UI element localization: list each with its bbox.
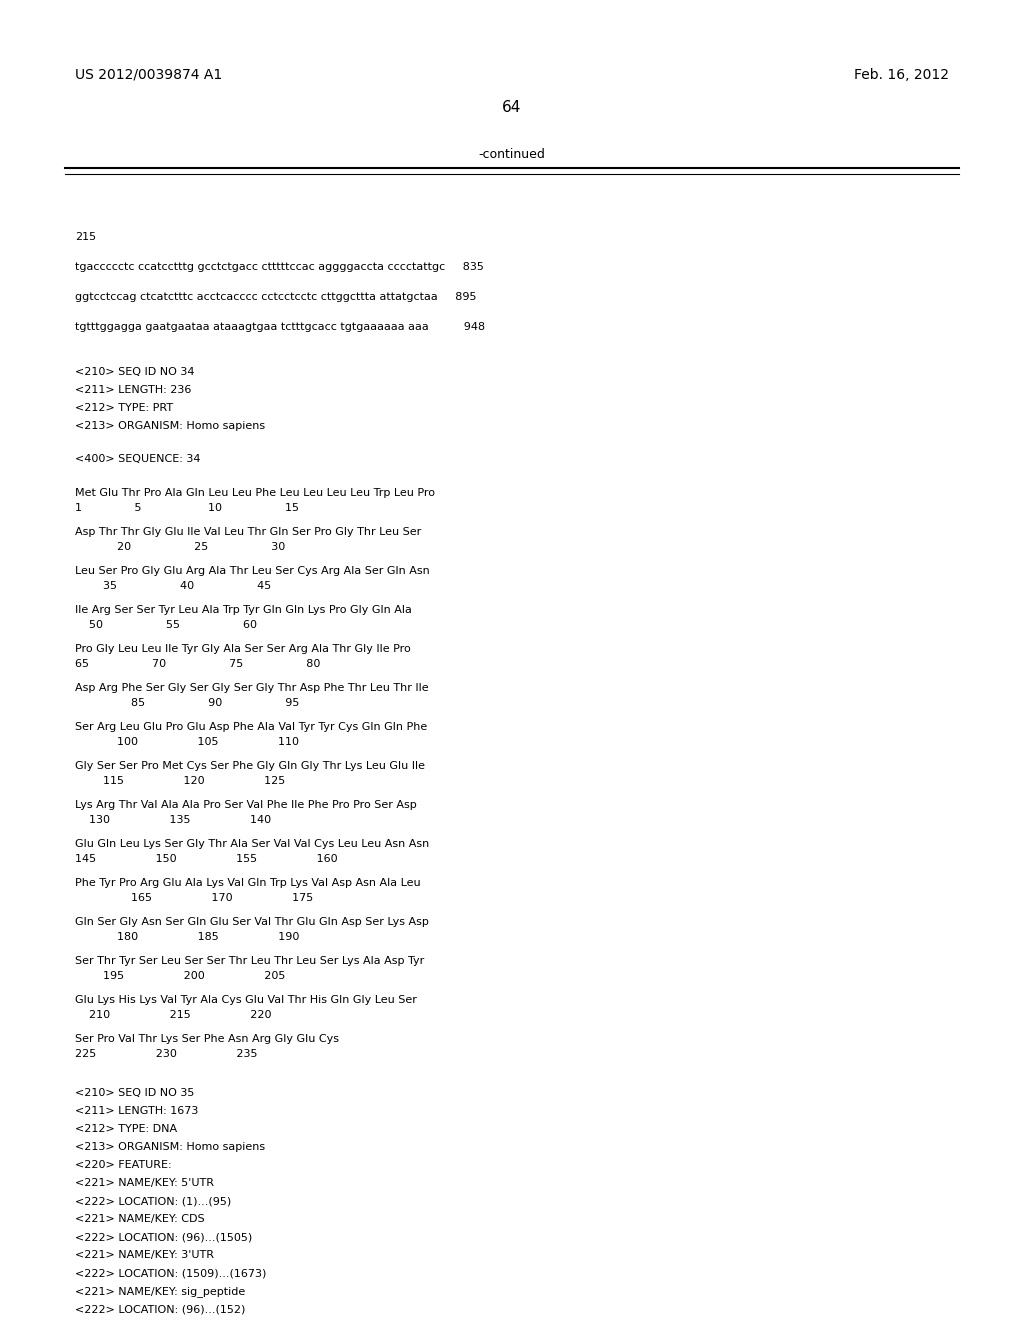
Text: 50                  55                  60: 50 55 60 <box>75 620 257 630</box>
Text: Glu Gln Leu Lys Ser Gly Thr Ala Ser Val Val Cys Leu Leu Asn Asn: Glu Gln Leu Lys Ser Gly Thr Ala Ser Val … <box>75 840 429 849</box>
Text: <220> FEATURE:: <220> FEATURE: <box>75 1160 172 1170</box>
Text: Feb. 16, 2012: Feb. 16, 2012 <box>854 69 949 82</box>
Text: <221> NAME/KEY: sig_peptide: <221> NAME/KEY: sig_peptide <box>75 1286 246 1298</box>
Text: tgtttggagga gaatgaataa ataaagtgaa tctttgcacc tgtgaaaaaa aaa          948: tgtttggagga gaatgaataa ataaagtgaa tctttg… <box>75 322 485 333</box>
Text: <221> NAME/KEY: CDS: <221> NAME/KEY: CDS <box>75 1214 205 1224</box>
Text: <221> NAME/KEY: 3'UTR: <221> NAME/KEY: 3'UTR <box>75 1250 214 1261</box>
Text: 165                 170                 175: 165 170 175 <box>75 894 313 903</box>
Text: <212> TYPE: PRT: <212> TYPE: PRT <box>75 403 173 413</box>
Text: tgaccccctc ccatcctttg gcctctgacc ctttttccac aggggaccta cccctattgc     835: tgaccccctc ccatcctttg gcctctgacc ctttttc… <box>75 261 484 272</box>
Text: <211> LENGTH: 1673: <211> LENGTH: 1673 <box>75 1106 199 1115</box>
Text: 180                 185                 190: 180 185 190 <box>75 932 299 942</box>
Text: Gly Ser Ser Pro Met Cys Ser Phe Gly Gln Gly Thr Lys Leu Glu Ile: Gly Ser Ser Pro Met Cys Ser Phe Gly Gln … <box>75 762 425 771</box>
Text: 20                  25                  30: 20 25 30 <box>75 543 286 552</box>
Text: 100                 105                 110: 100 105 110 <box>75 737 299 747</box>
Text: <222> LOCATION: (1509)...(1673): <222> LOCATION: (1509)...(1673) <box>75 1269 266 1278</box>
Text: <213> ORGANISM: Homo sapiens: <213> ORGANISM: Homo sapiens <box>75 1142 265 1152</box>
Text: 130                 135                 140: 130 135 140 <box>75 814 271 825</box>
Text: 1               5                   10                  15: 1 5 10 15 <box>75 503 299 513</box>
Text: Asp Arg Phe Ser Gly Ser Gly Ser Gly Thr Asp Phe Thr Leu Thr Ile: Asp Arg Phe Ser Gly Ser Gly Ser Gly Thr … <box>75 682 429 693</box>
Text: <221> NAME/KEY: 5'UTR: <221> NAME/KEY: 5'UTR <box>75 1177 214 1188</box>
Text: US 2012/0039874 A1: US 2012/0039874 A1 <box>75 69 222 82</box>
Text: Asp Thr Thr Gly Glu Ile Val Leu Thr Gln Ser Pro Gly Thr Leu Ser: Asp Thr Thr Gly Glu Ile Val Leu Thr Gln … <box>75 527 421 537</box>
Text: Ser Pro Val Thr Lys Ser Phe Asn Arg Gly Glu Cys: Ser Pro Val Thr Lys Ser Phe Asn Arg Gly … <box>75 1034 339 1044</box>
Text: 145                 150                 155                 160: 145 150 155 160 <box>75 854 338 865</box>
Text: <213> ORGANISM: Homo sapiens: <213> ORGANISM: Homo sapiens <box>75 421 265 432</box>
Text: <222> LOCATION: (96)...(1505): <222> LOCATION: (96)...(1505) <box>75 1232 252 1242</box>
Text: <210> SEQ ID NO 35: <210> SEQ ID NO 35 <box>75 1088 195 1098</box>
Text: 195                 200                 205: 195 200 205 <box>75 972 286 981</box>
Text: 85                  90                  95: 85 90 95 <box>75 698 299 708</box>
Text: <212> TYPE: DNA: <212> TYPE: DNA <box>75 1125 177 1134</box>
Text: 35                  40                  45: 35 40 45 <box>75 581 271 591</box>
Text: 215: 215 <box>75 232 96 242</box>
Text: <210> SEQ ID NO 34: <210> SEQ ID NO 34 <box>75 367 195 378</box>
Text: Leu Ser Pro Gly Glu Arg Ala Thr Leu Ser Cys Arg Ala Ser Gln Asn: Leu Ser Pro Gly Glu Arg Ala Thr Leu Ser … <box>75 566 430 576</box>
Text: Pro Gly Leu Leu Ile Tyr Gly Ala Ser Ser Arg Ala Thr Gly Ile Pro: Pro Gly Leu Leu Ile Tyr Gly Ala Ser Ser … <box>75 644 411 653</box>
Text: 115                 120                 125: 115 120 125 <box>75 776 286 785</box>
Text: <222> LOCATION: (96)...(152): <222> LOCATION: (96)...(152) <box>75 1304 246 1313</box>
Text: Gln Ser Gly Asn Ser Gln Glu Ser Val Thr Glu Gln Asp Ser Lys Asp: Gln Ser Gly Asn Ser Gln Glu Ser Val Thr … <box>75 917 429 927</box>
Text: Ser Arg Leu Glu Pro Glu Asp Phe Ala Val Tyr Tyr Cys Gln Gln Phe: Ser Arg Leu Glu Pro Glu Asp Phe Ala Val … <box>75 722 427 733</box>
Text: 225                 230                 235: 225 230 235 <box>75 1049 257 1059</box>
Text: Phe Tyr Pro Arg Glu Ala Lys Val Gln Trp Lys Val Asp Asn Ala Leu: Phe Tyr Pro Arg Glu Ala Lys Val Gln Trp … <box>75 878 421 888</box>
Text: Glu Lys His Lys Val Tyr Ala Cys Glu Val Thr His Gln Gly Leu Ser: Glu Lys His Lys Val Tyr Ala Cys Glu Val … <box>75 995 417 1005</box>
Text: <211> LENGTH: 236: <211> LENGTH: 236 <box>75 385 191 395</box>
Text: ggtcctccag ctcatctttc acctcacccc cctcctcctc cttggcttta attatgctaa     895: ggtcctccag ctcatctttc acctcacccc cctcctc… <box>75 292 476 302</box>
Text: Lys Arg Thr Val Ala Ala Pro Ser Val Phe Ile Phe Pro Pro Ser Asp: Lys Arg Thr Val Ala Ala Pro Ser Val Phe … <box>75 800 417 810</box>
Text: <400> SEQUENCE: 34: <400> SEQUENCE: 34 <box>75 454 201 465</box>
Text: Ser Thr Tyr Ser Leu Ser Ser Thr Leu Thr Leu Ser Lys Ala Asp Tyr: Ser Thr Tyr Ser Leu Ser Ser Thr Leu Thr … <box>75 956 424 966</box>
Text: -continued: -continued <box>478 148 546 161</box>
Text: Ile Arg Ser Ser Tyr Leu Ala Trp Tyr Gln Gln Lys Pro Gly Gln Ala: Ile Arg Ser Ser Tyr Leu Ala Trp Tyr Gln … <box>75 605 412 615</box>
Text: 210                 215                 220: 210 215 220 <box>75 1010 271 1020</box>
Text: <222> LOCATION: (1)...(95): <222> LOCATION: (1)...(95) <box>75 1196 231 1206</box>
Text: 65                  70                  75                  80: 65 70 75 80 <box>75 659 321 669</box>
Text: 64: 64 <box>503 100 521 115</box>
Text: Met Glu Thr Pro Ala Gln Leu Leu Phe Leu Leu Leu Leu Trp Leu Pro: Met Glu Thr Pro Ala Gln Leu Leu Phe Leu … <box>75 488 435 498</box>
